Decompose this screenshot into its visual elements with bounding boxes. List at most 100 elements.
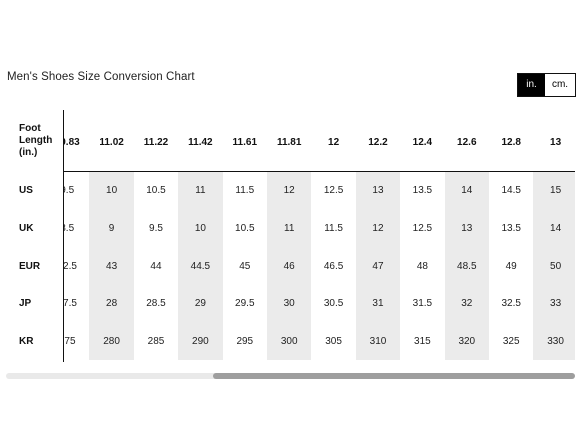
size-conversion-table: Foot Length (in.) US UK EUR JP KR 10.83 9… (0, 110, 575, 362)
table-scroll-area[interactable]: 10.839.58.542.527.527511.02109432828011.… (64, 110, 575, 362)
size-cell-uk: 12 (372, 223, 384, 234)
column-shading (178, 172, 223, 360)
size-cell-eur: 44.5 (190, 261, 211, 272)
size-column: 10.83 9.5 8.5 42.5 27.5 275 (64, 110, 89, 360)
row-header-eur: EUR (19, 261, 41, 272)
size-cell-eur: 49 (505, 261, 517, 272)
column-shading (267, 172, 312, 360)
size-cell-kr: 325 (502, 336, 520, 347)
foot-length-cell: 11.22 (143, 137, 169, 148)
size-cell-uk: 12.5 (412, 223, 433, 234)
size-cell-jp: 31 (372, 298, 384, 309)
row-header-us: US (19, 185, 33, 196)
size-cell-us: 11.5 (235, 185, 255, 196)
foot-length-cell: 12.2 (368, 137, 388, 148)
size-cell-kr: 300 (280, 336, 298, 347)
foot-length-cell: 13 (550, 137, 562, 148)
size-column: 12.4 13.5 12.5 48 31.5 315 (400, 110, 444, 360)
column-shading (355, 172, 401, 360)
size-column: 11.02 10 9 43 28 280 (89, 110, 134, 360)
size-cell-eur: 48.5 (457, 261, 477, 272)
size-cell-us: 13.5 (412, 185, 433, 196)
foot-length-cell: 12 (328, 137, 340, 148)
size-cell-jp: 31.5 (412, 298, 433, 309)
foot-length-cell: 12.4 (412, 137, 433, 148)
size-cell-uk: 13 (461, 223, 473, 234)
size-cell-jp: 30.5 (323, 298, 344, 309)
size-cell-kr: 295 (236, 336, 254, 347)
scrollbar-thumb[interactable] (213, 373, 575, 379)
row-header-column: Foot Length (in.) US UK EUR JP KR (0, 110, 64, 362)
column-shading (89, 172, 134, 360)
size-cell-kr: 310 (369, 336, 387, 347)
size-cell-jp: 27.5 (64, 298, 77, 309)
size-cell-eur: 45 (239, 261, 251, 272)
size-cell-us: 9.5 (64, 185, 75, 196)
size-cell-uk: 10 (194, 223, 206, 234)
size-cell-jp: 32 (461, 298, 473, 309)
size-cell-eur: 50 (550, 261, 562, 272)
unit-toggle[interactable]: in. cm. (517, 73, 576, 97)
size-column: 12.6 14 13 48.5 32 320 (444, 110, 489, 360)
size-cell-kr: 305 (325, 336, 342, 347)
row-header-foot-length: Foot Length (in.) (19, 123, 53, 158)
size-cell-uk: 11 (284, 223, 295, 234)
size-cell-jp: 33 (550, 298, 562, 309)
unit-cm-button[interactable]: cm. (545, 74, 575, 96)
size-cell-us: 10.5 (146, 185, 166, 196)
size-cell-us: 15 (550, 185, 562, 196)
size-cell-uk: 13.5 (501, 223, 521, 234)
size-cell-uk: 9.5 (149, 223, 163, 234)
row-header-jp: JP (19, 298, 32, 309)
size-cell-us: 14 (461, 185, 473, 196)
size-column: 12.8 14.5 13.5 49 32.5 325 (489, 110, 533, 360)
horizontal-scrollbar[interactable] (6, 373, 575, 379)
size-cell-us: 13 (372, 185, 384, 196)
size-column: 11.42 11 10 44.5 29 290 (178, 110, 223, 360)
size-cell-eur: 47 (372, 261, 384, 272)
foot-length-cell: 11.42 (188, 137, 213, 148)
size-cell-jp: 30 (283, 298, 295, 309)
size-cell-uk: 8.5 (64, 223, 75, 234)
foot-length-cell: 12.6 (457, 137, 477, 148)
size-column: 11.61 11.5 10.5 45 29.5 295 (223, 110, 267, 360)
header-divider (64, 171, 575, 172)
size-column: 12 12.5 11.5 46.5 30.5 305 (311, 110, 355, 360)
column-shading (533, 172, 575, 360)
size-column: 12.2 13 12 47 31 310 (355, 110, 401, 360)
foot-length-cell: 11.81 (276, 137, 302, 148)
size-cell-eur: 42.5 (64, 261, 77, 272)
size-cell-kr: 280 (103, 336, 120, 347)
foot-length-cell: 11.02 (99, 137, 124, 148)
size-cell-jp: 29.5 (235, 298, 255, 309)
foot-length-cell: 10.83 (64, 137, 80, 148)
size-cell-jp: 28.5 (146, 298, 166, 309)
size-column: 13 15 14 50 33 330 (533, 110, 575, 360)
size-cell-us: 12 (283, 185, 295, 196)
size-cell-eur: 46 (283, 261, 295, 272)
size-cell-us: 14.5 (501, 185, 521, 196)
size-cell-us: 12.5 (323, 185, 344, 196)
size-cell-kr: 320 (458, 336, 476, 347)
size-cell-us: 11 (195, 185, 206, 196)
size-column: 11.22 10.5 9.5 44 28.5 285 (134, 110, 178, 360)
size-cell-jp: 32.5 (501, 298, 521, 309)
size-cell-jp: 29 (194, 298, 206, 309)
chart-title: Men's Shoes Size Conversion Chart (7, 71, 195, 83)
size-column: 11.81 12 11 46 30 300 (267, 110, 312, 360)
size-cell-uk: 10.5 (235, 223, 255, 234)
unit-inch-button[interactable]: in. (518, 74, 545, 96)
size-cell-eur: 44 (150, 261, 162, 272)
size-cell-uk: 14 (550, 223, 562, 234)
size-cell-uk: 9 (108, 223, 115, 234)
size-cell-eur: 43 (106, 261, 118, 272)
size-cell-eur: 46.5 (323, 261, 344, 272)
size-cell-jp: 28 (106, 298, 118, 309)
size-cell-kr: 275 (64, 336, 76, 347)
size-cell-kr: 290 (192, 336, 209, 347)
size-cell-kr: 330 (547, 336, 564, 347)
size-cell-uk: 11.5 (324, 223, 343, 234)
row-header-kr: KR (19, 336, 34, 347)
size-cell-us: 10 (106, 185, 118, 196)
size-cell-kr: 285 (147, 336, 165, 347)
